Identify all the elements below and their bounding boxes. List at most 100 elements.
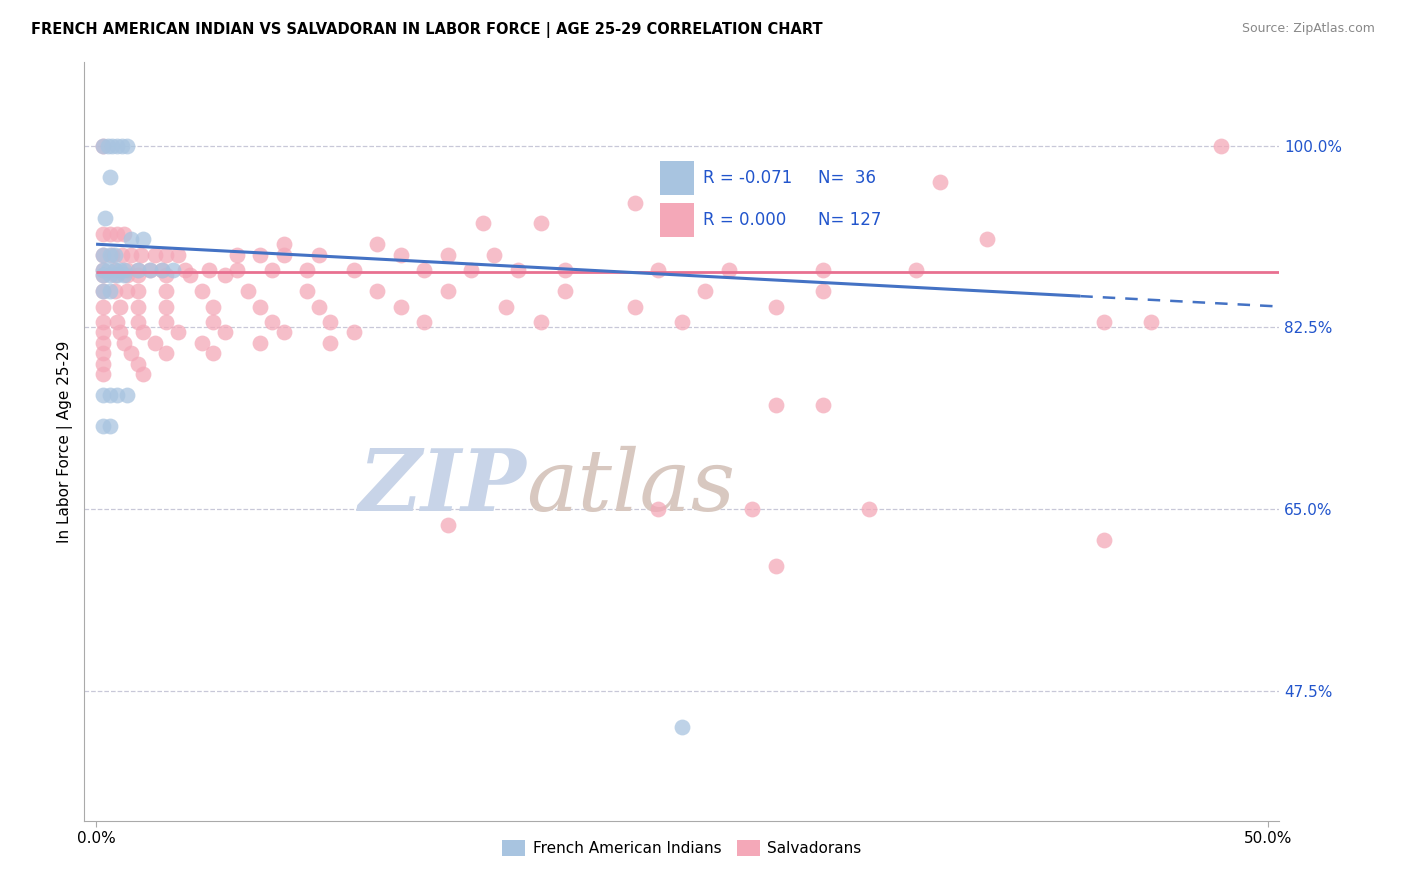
Point	[366, 237, 388, 252]
Point	[91, 326, 114, 340]
Point	[112, 335, 135, 350]
Point	[495, 300, 517, 314]
Point	[389, 300, 412, 314]
Point	[225, 247, 247, 261]
Point	[98, 284, 121, 298]
Point	[104, 268, 127, 283]
Point	[554, 284, 576, 298]
Point	[91, 227, 114, 241]
Point	[91, 346, 114, 360]
Point	[98, 268, 121, 283]
Point	[202, 346, 225, 360]
Point	[104, 247, 127, 261]
Point	[1209, 138, 1232, 153]
Point	[928, 175, 950, 189]
Point	[155, 315, 177, 329]
Bar	[659, 161, 693, 195]
Point	[91, 284, 114, 298]
Point	[155, 247, 177, 261]
Point	[132, 326, 155, 340]
Point	[127, 263, 149, 277]
Point	[91, 357, 114, 371]
Point	[91, 247, 114, 261]
Point	[129, 247, 152, 261]
Point	[111, 247, 134, 261]
Point	[436, 284, 458, 298]
Point	[214, 326, 236, 340]
Point	[98, 419, 121, 434]
Text: FRENCH AMERICAN INDIAN VS SALVADORAN IN LABOR FORCE | AGE 25-29 CORRELATION CHAR: FRENCH AMERICAN INDIAN VS SALVADORAN IN …	[31, 22, 823, 38]
Point	[484, 247, 506, 261]
Point	[343, 263, 366, 277]
Point	[905, 263, 928, 277]
Point	[143, 335, 166, 350]
Point	[97, 138, 120, 153]
Point	[295, 284, 318, 298]
Point	[167, 326, 190, 340]
Point	[624, 300, 647, 314]
Text: atlas: atlas	[527, 446, 735, 528]
Point	[91, 419, 114, 434]
Point	[91, 268, 114, 283]
Point	[413, 315, 436, 329]
Point	[98, 227, 121, 241]
Point	[112, 268, 135, 283]
Point	[132, 232, 155, 246]
Text: R = -0.071: R = -0.071	[703, 169, 793, 187]
Text: N= 127: N= 127	[818, 211, 882, 229]
Point	[111, 138, 134, 153]
Point	[91, 388, 114, 402]
Point	[671, 720, 693, 734]
Point	[273, 326, 295, 340]
Point	[120, 247, 142, 261]
Point	[273, 237, 295, 252]
Point	[115, 268, 138, 283]
Point	[91, 284, 114, 298]
Point	[530, 216, 553, 230]
Point	[647, 502, 669, 516]
Point	[249, 335, 271, 350]
Point	[976, 232, 998, 246]
Point	[94, 211, 117, 226]
Point	[98, 169, 121, 184]
Point	[115, 284, 138, 298]
Point	[91, 315, 114, 329]
Point	[101, 138, 124, 153]
Point	[260, 315, 283, 329]
Point	[811, 263, 834, 277]
Point	[127, 284, 149, 298]
Point	[139, 263, 162, 277]
Point	[105, 268, 128, 283]
Point	[108, 326, 131, 340]
Point	[112, 227, 135, 241]
Point	[389, 247, 412, 261]
Point	[624, 195, 647, 210]
Point	[295, 263, 318, 277]
Point	[91, 263, 114, 277]
Point	[112, 263, 135, 277]
Point	[143, 247, 166, 261]
Point	[413, 263, 436, 277]
Point	[98, 388, 121, 402]
Point	[91, 263, 114, 277]
Point	[1139, 315, 1161, 329]
Point	[647, 263, 669, 277]
Text: ZIP: ZIP	[359, 445, 527, 529]
Point	[506, 263, 529, 277]
Point	[91, 247, 114, 261]
Point	[108, 263, 131, 277]
Point	[811, 284, 834, 298]
Point	[190, 335, 212, 350]
Point	[104, 263, 127, 277]
Point	[162, 263, 184, 277]
Point	[105, 227, 128, 241]
Point	[104, 263, 127, 277]
Point	[105, 315, 128, 329]
Point	[190, 284, 212, 298]
Point	[249, 247, 271, 261]
Point	[174, 263, 197, 277]
Point	[811, 398, 834, 412]
Point	[238, 284, 260, 298]
Point	[91, 268, 114, 283]
Legend: French American Indians, Salvadorans: French American Indians, Salvadorans	[496, 834, 868, 863]
